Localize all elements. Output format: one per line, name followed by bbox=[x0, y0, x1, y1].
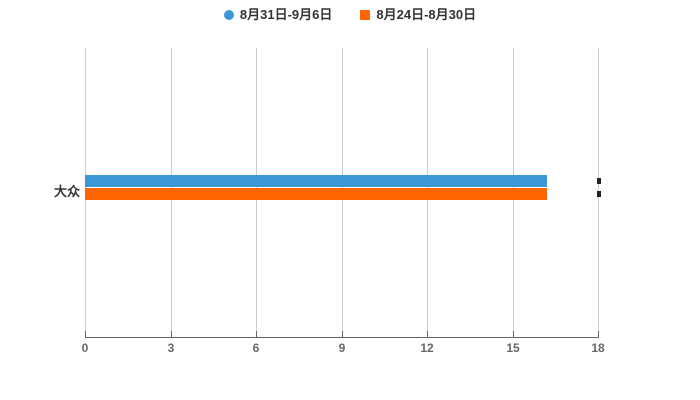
legend-item-week-previous[interactable]: 8月24日-8月30日 bbox=[360, 6, 476, 24]
x-axis-tick bbox=[171, 331, 172, 337]
y-axis-category-label: 大众 bbox=[53, 184, 80, 199]
x-axis-tick bbox=[598, 331, 599, 337]
x-axis-line bbox=[85, 337, 599, 338]
x-axis-tick bbox=[342, 331, 343, 337]
clipped-value-mark bbox=[597, 191, 601, 197]
legend-label: 8月24日-8月30日 bbox=[376, 7, 477, 22]
x-axis-tick bbox=[427, 331, 428, 337]
x-axis-tick bbox=[513, 331, 514, 337]
bar-previous-week[interactable] bbox=[85, 188, 547, 200]
legend-item-week-current[interactable]: 8月31日-9月6日 bbox=[223, 6, 333, 24]
x-axis-tick-label: 9 bbox=[338, 341, 346, 355]
x-axis-tick bbox=[256, 331, 257, 337]
x-axis-tick bbox=[85, 331, 86, 337]
legend: 8月31日-9月6日 8月24日-8月30日 bbox=[0, 6, 700, 24]
x-axis-tick-label: 12 bbox=[420, 341, 434, 355]
clipped-value-mark bbox=[597, 178, 601, 184]
x-axis-tick-label: 18 bbox=[591, 341, 605, 355]
legend-marker-square-icon bbox=[360, 10, 371, 20]
gridline bbox=[598, 48, 599, 331]
legend-marker-circle-icon bbox=[223, 10, 234, 20]
x-axis-tick-label: 6 bbox=[252, 341, 260, 355]
x-axis-tick-label: 3 bbox=[167, 341, 175, 355]
x-axis-tick-label: 0 bbox=[81, 341, 89, 355]
x-axis-tick-label: 15 bbox=[506, 341, 520, 355]
legend-label: 8月31日-9月6日 bbox=[239, 7, 333, 22]
bar-current-week[interactable] bbox=[85, 175, 547, 187]
